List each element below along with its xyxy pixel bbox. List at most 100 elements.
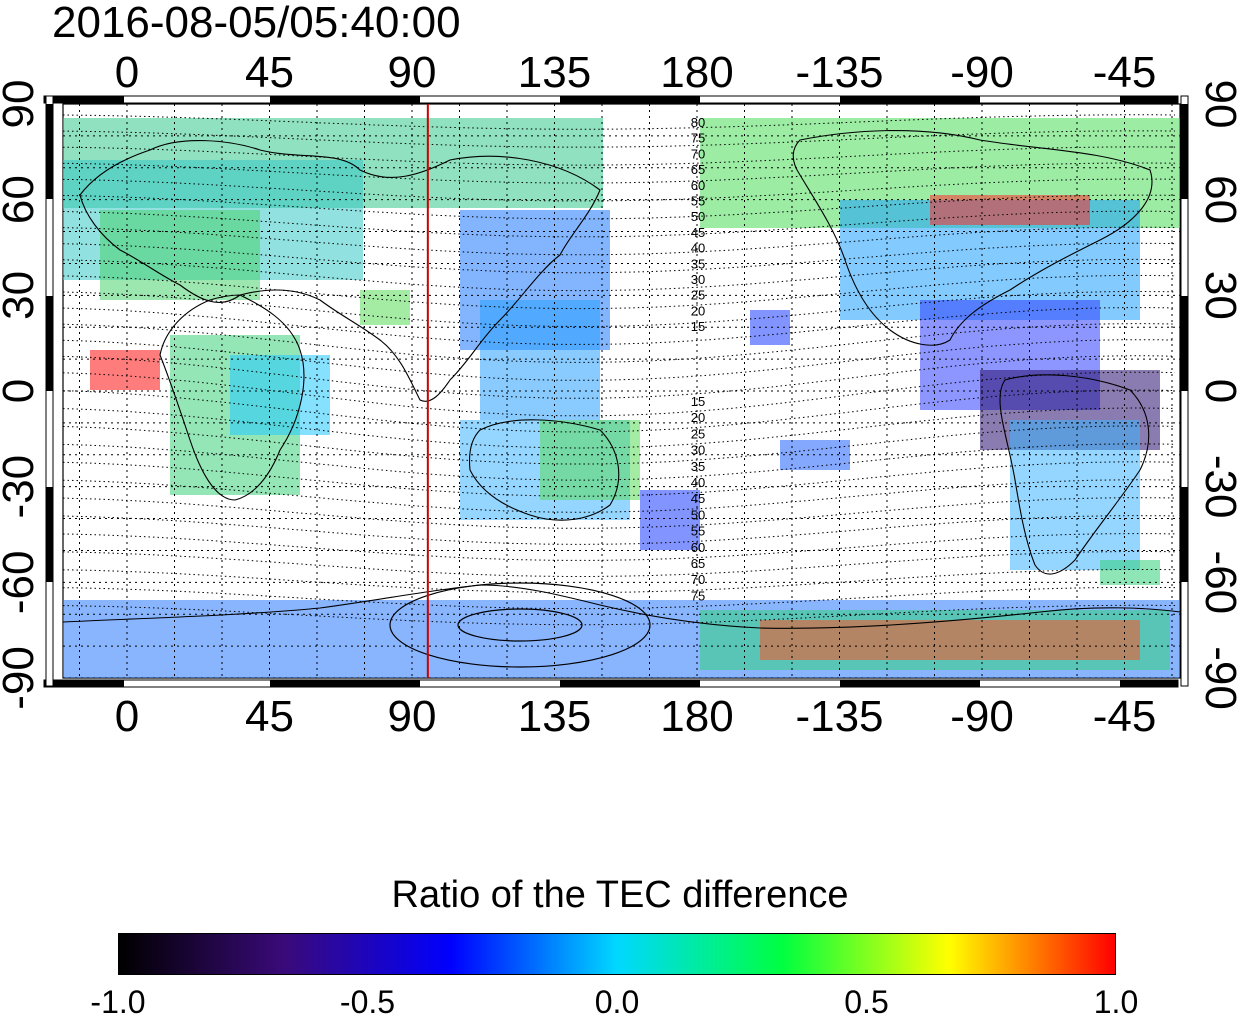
colorbar-tick-label: 0.0 [594, 984, 640, 1020]
mlat-contour [63, 274, 1176, 310]
bottom-lon-label: 180 [660, 692, 733, 741]
contour-label: 40 [691, 241, 705, 256]
mlat-contour [63, 461, 1176, 497]
mlat-contour [63, 371, 1176, 417]
mlat-contour [63, 210, 1176, 238]
contour-label: 55 [691, 194, 705, 209]
mlat-contour [63, 146, 1176, 166]
mlat-contour [63, 291, 1176, 327]
mlat-contour [63, 307, 1176, 345]
right-lat-label: -30 [1196, 455, 1240, 519]
mlat-contour [63, 389, 1176, 433]
mlat-contour [63, 130, 1175, 148]
mlat-contour [63, 407, 1176, 449]
contour-label: 25 [691, 288, 705, 303]
tec-patch [1100, 560, 1160, 585]
mlat-contour [63, 533, 1176, 561]
left-lat-label: -90 [0, 646, 43, 710]
contour-label: 50 [691, 209, 705, 224]
tec-patch [90, 350, 160, 390]
mlat-contour [63, 586, 1176, 610]
mlat-contour [63, 425, 1176, 465]
contour-label: 75 [691, 131, 705, 146]
bottom-lon-label: -90 [950, 692, 1014, 741]
contour-label: 35 [691, 459, 705, 474]
mlat-contour [63, 114, 1176, 130]
tec-patch [100, 210, 260, 300]
contour-label: 40 [691, 475, 705, 490]
mlat-contour [63, 194, 1176, 220]
bottom-lon-label: 45 [245, 692, 294, 741]
contour-label: 55 [691, 524, 705, 539]
contour-label: 15 [691, 319, 705, 334]
top-lon-label: 45 [245, 48, 294, 97]
top-lon-label: -135 [795, 48, 883, 97]
mlat-contour [63, 258, 1176, 292]
mlat-contour [63, 242, 1176, 274]
mlat-contour [63, 515, 1176, 545]
tec-patch [230, 355, 330, 435]
contour-label: 65 [691, 162, 705, 177]
colorbar-tick-label: 0.5 [844, 984, 889, 1020]
top-lon-label: -45 [1093, 48, 1157, 97]
mlat-contour [63, 162, 1176, 184]
right-lat-label: 0 [1196, 379, 1240, 403]
left-lat-label: 0 [0, 379, 43, 403]
colorbar-title: Ratio of the TEC difference [391, 874, 849, 916]
left-lat-label: -30 [0, 455, 43, 519]
contour-label: 45 [691, 225, 705, 240]
top-lon-label: -90 [950, 48, 1014, 97]
mlat-contour [63, 323, 1176, 363]
tec-patch [1010, 420, 1140, 570]
right-lat-label: 30 [1196, 271, 1240, 320]
top-lon-label: 90 [388, 48, 437, 97]
contour-label: 30 [691, 272, 705, 287]
tec-patch [930, 195, 1090, 225]
colorbar [118, 933, 1116, 975]
left-axis-ticks [45, 95, 54, 687]
top-lon-label: 135 [518, 48, 591, 97]
contour-label: 50 [691, 507, 705, 522]
bottom-axis-ticks [43, 679, 1179, 688]
top-lon-label: 180 [660, 48, 733, 97]
contour-label: 60 [691, 540, 705, 555]
mlat-contour [63, 355, 1176, 399]
left-lat-label: 60 [0, 175, 43, 224]
contour-labels: 8075706560555045403530252015152025303540… [691, 115, 705, 603]
mlat-contour [63, 604, 1175, 626]
pole-contour [389, 582, 651, 668]
bottom-lon-label: 90 [388, 692, 437, 741]
contour-label: 20 [691, 303, 705, 318]
contour-label: 45 [691, 491, 705, 506]
mlat-contour [63, 551, 1176, 577]
contour-label: 80 [691, 115, 705, 130]
colorbar-tick-label: -1.0 [90, 984, 146, 1020]
mlat-contour [63, 443, 1176, 481]
mlat-contour [63, 569, 1176, 593]
mlat-contour [63, 497, 1176, 529]
bottom-lon-label: 135 [518, 692, 591, 741]
contour-label: 60 [691, 178, 705, 193]
contour-label: 65 [691, 556, 705, 571]
contour-label: 70 [691, 572, 705, 587]
contour-label: 30 [691, 443, 705, 458]
left-lat-label: 30 [0, 271, 43, 320]
right-lat-label: 90 [1196, 80, 1240, 129]
left-latitude-labels: 90 60 30 0 -30 -60 -90 [0, 80, 43, 710]
tec-patch [760, 620, 1140, 660]
left-lat-label: -60 [0, 551, 43, 615]
mlat-contour [63, 339, 1176, 381]
tec-map: 0 45 90 135 180 -135 -90 -45 0 45 90 135 180 -135 -90… [0, 48, 1240, 741]
lat-lon-grid [63, 104, 1180, 678]
mlat-contour [63, 479, 1176, 513]
bottom-lon-label: -45 [1093, 692, 1157, 741]
contour-label: 75 [691, 588, 705, 603]
bottom-lon-label: 0 [115, 692, 139, 741]
coastlines [63, 130, 1180, 629]
right-latitude-labels: 90 60 30 0 -30 -60 -90 [1196, 80, 1240, 710]
right-lat-label: -60 [1196, 551, 1240, 615]
magnetic-latitude-contours [63, 114, 1176, 668]
tec-patch [360, 290, 410, 325]
right-lat-label: 60 [1196, 175, 1240, 224]
top-axis-ticks [43, 95, 1179, 104]
